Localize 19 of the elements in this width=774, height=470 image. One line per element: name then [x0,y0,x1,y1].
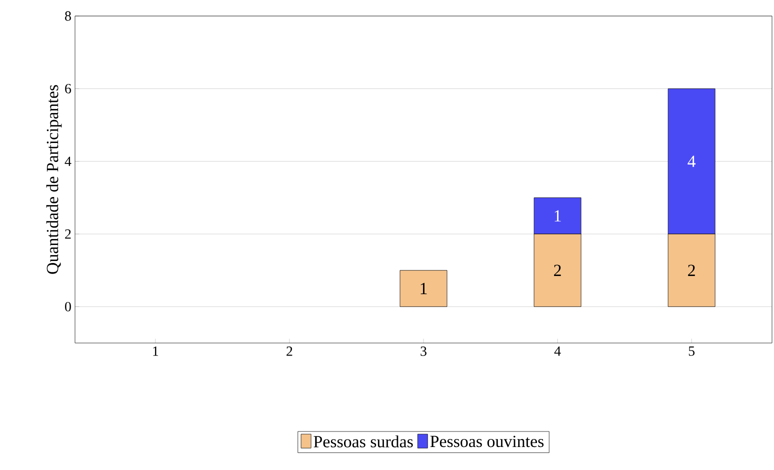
data-label: 1 [554,210,561,222]
x-tick-label: 5 [688,346,695,356]
data-label: 1 [420,282,427,294]
bar [400,270,448,307]
y-tick-label: 0 [65,302,71,312]
x-tick-label: 1 [153,346,158,356]
legend-label: Pessoas ouvintes [430,436,544,448]
x-tick-label: 2 [286,346,292,356]
x-tick-label: 3 [420,346,426,356]
y-tick-label: 4 [64,156,72,166]
legend-label: Pessoas surdas [314,435,413,448]
data-label: 4 [688,156,696,167]
y-tick-label: 2 [65,229,71,239]
x-tick-label: 4 [554,346,561,356]
y-tick-label: 8 [65,11,71,21]
y-tick-label: 6 [65,84,72,94]
data-label: 2 [688,264,695,276]
data-label: 2 [554,264,561,276]
y-axis-title: Quantidade de Participantes [46,85,62,274]
